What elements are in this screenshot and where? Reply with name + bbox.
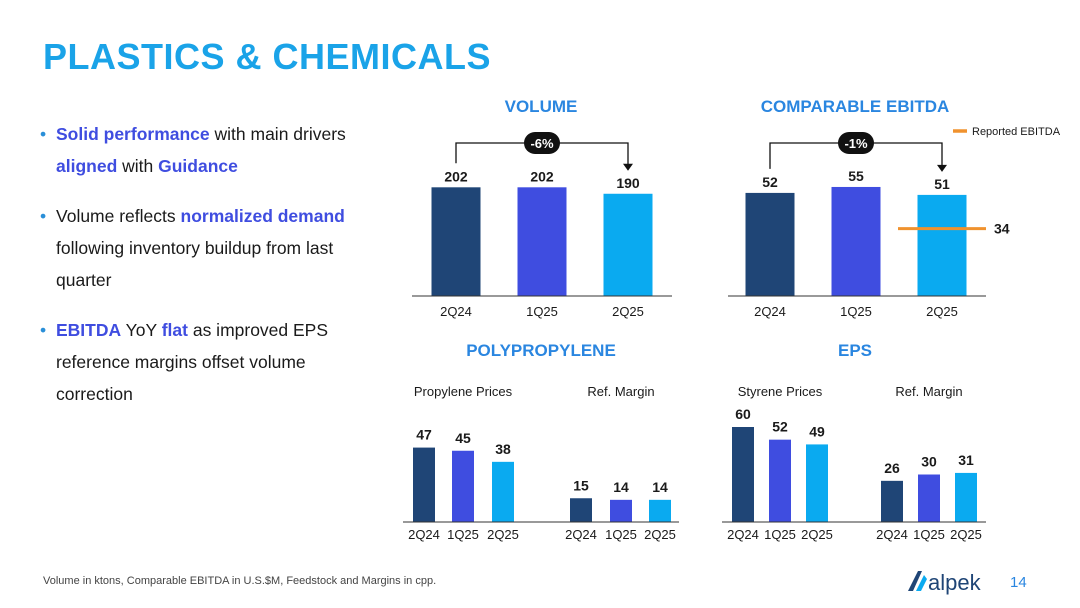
polypropylene-data-label: 14 [613, 479, 629, 495]
polypropylene-bar [492, 461, 514, 522]
eps-bar [918, 474, 940, 522]
polypropylene-data-label: 38 [495, 441, 511, 457]
reported-ebitda-legend: Reported EBITDA [972, 126, 1061, 138]
polypropylene-chart-title: POLYPROPYLENE [466, 341, 616, 360]
bullet-item: EBITDA YoY flat as improved EPS referenc… [40, 314, 360, 410]
eps-bar [806, 444, 828, 522]
ebitda-change-label: -1% [844, 136, 868, 151]
polypropylene-data-label: 45 [455, 430, 471, 446]
polypropylene-tick-label: 2Q25 [644, 527, 676, 542]
volume-change-arrow [623, 163, 633, 171]
bullet-highlight: flat [161, 320, 188, 340]
volume-data-label: 190 [616, 175, 640, 191]
eps-data-label: 60 [735, 406, 751, 422]
eps-tick-label: 1Q25 [913, 527, 945, 542]
polypropylene-data-label: 47 [416, 427, 432, 443]
polypropylene-tick-label: 2Q24 [565, 527, 597, 542]
eps-group-label: Ref. Margin [895, 384, 962, 399]
ebitda-bar [917, 194, 967, 296]
eps-tick-label: 2Q25 [950, 527, 982, 542]
polypropylene-bar [413, 447, 435, 522]
volume-change-label: -6% [530, 136, 554, 151]
polypropylene-data-label: 15 [573, 477, 589, 493]
ebitda-data-label: 51 [934, 176, 950, 192]
eps-bar [769, 439, 791, 522]
bullet-text: YoY [121, 320, 162, 340]
volume-chart-title: VOLUME [504, 97, 578, 116]
polypropylene-bar [610, 499, 632, 522]
bullet-item: Solid performance with main drivers alig… [40, 118, 360, 182]
footnote: Volume in ktons, Comparable EBITDA in U.… [43, 575, 437, 587]
polypropylene-bar [452, 450, 474, 522]
polypropylene-tick-label: 1Q25 [447, 527, 479, 542]
eps-chart-title: EPS [837, 341, 873, 360]
bullet-text: Volume reflects [56, 206, 181, 226]
ebitda-tick-label: 2Q24 [754, 304, 786, 319]
eps-tick-label: 2Q24 [876, 527, 908, 542]
alpek-logo: alpek [908, 570, 982, 595]
bullet-item: Volume reflects normalized demand follow… [40, 200, 360, 296]
eps-group-label: Styrene Prices [738, 384, 823, 399]
bullet-highlight: Solid performance [56, 124, 210, 144]
eps-bar [881, 480, 903, 522]
polypropylene-tick-label: 1Q25 [605, 527, 637, 542]
polypropylene-group-label: Ref. Margin [587, 384, 654, 399]
page-number: 14 [1010, 574, 1027, 591]
eps-data-label: 31 [958, 452, 974, 468]
volume-tick-label: 2Q25 [612, 304, 644, 319]
bullet-list: Solid performance with main drivers alig… [40, 118, 360, 428]
eps-data-label: 49 [809, 423, 825, 439]
polypropylene-tick-label: 2Q24 [408, 527, 440, 542]
volume-bar [431, 187, 481, 296]
eps-data-label: 30 [921, 454, 937, 470]
polypropylene-bar [649, 499, 671, 522]
ebitda-change-pill [838, 132, 874, 154]
eps-bar [955, 472, 977, 522]
ebitda-tick-label: 1Q25 [840, 304, 872, 319]
ebitda-data-label: 55 [848, 168, 864, 184]
volume-data-label: 202 [444, 168, 468, 184]
eps-data-label: 26 [884, 460, 900, 476]
volume-data-label: 202 [530, 168, 554, 184]
eps-tick-label: 1Q25 [764, 527, 796, 542]
reported-ebitda-value: 34 [994, 221, 1010, 237]
bullet-highlight: normalized demand [180, 206, 345, 226]
bullet-text: as improved EPS reference margins offset… [56, 320, 329, 404]
bullet-text: following inventory buildup from last qu… [56, 238, 334, 290]
eps-data-label: 52 [772, 419, 788, 435]
bullet-highlight: aligned [56, 156, 118, 176]
ebitda-bar [745, 192, 795, 296]
eps-tick-label: 2Q24 [727, 527, 759, 542]
volume-tick-label: 1Q25 [526, 304, 558, 319]
volume-bar [517, 187, 567, 296]
ebitda-chart-title: COMPARABLE EBITDA [760, 97, 950, 116]
volume-tick-label: 2Q24 [440, 304, 472, 319]
bullet-text: with main drivers [209, 124, 346, 144]
logo-text: alpek [928, 570, 982, 595]
bullet-highlight: EBITDA [56, 320, 122, 340]
eps-tick-label: 2Q25 [801, 527, 833, 542]
ebitda-bar [831, 186, 881, 296]
volume-bar [603, 193, 653, 296]
volume-change-pill [524, 132, 560, 154]
polypropylene-bar [570, 498, 592, 522]
eps-bar [732, 427, 754, 522]
ebitda-tick-label: 2Q25 [926, 304, 958, 319]
polypropylene-tick-label: 2Q25 [487, 527, 519, 542]
ebitda-data-label: 52 [762, 174, 778, 190]
bullet-text: with [117, 156, 159, 176]
polypropylene-data-label: 14 [652, 479, 668, 495]
page-title: PLASTICS & CHEMICALS [43, 36, 492, 77]
ebitda-change-arrow [937, 164, 947, 172]
bullet-highlight: Guidance [158, 156, 238, 176]
polypropylene-group-label: Propylene Prices [414, 384, 513, 399]
